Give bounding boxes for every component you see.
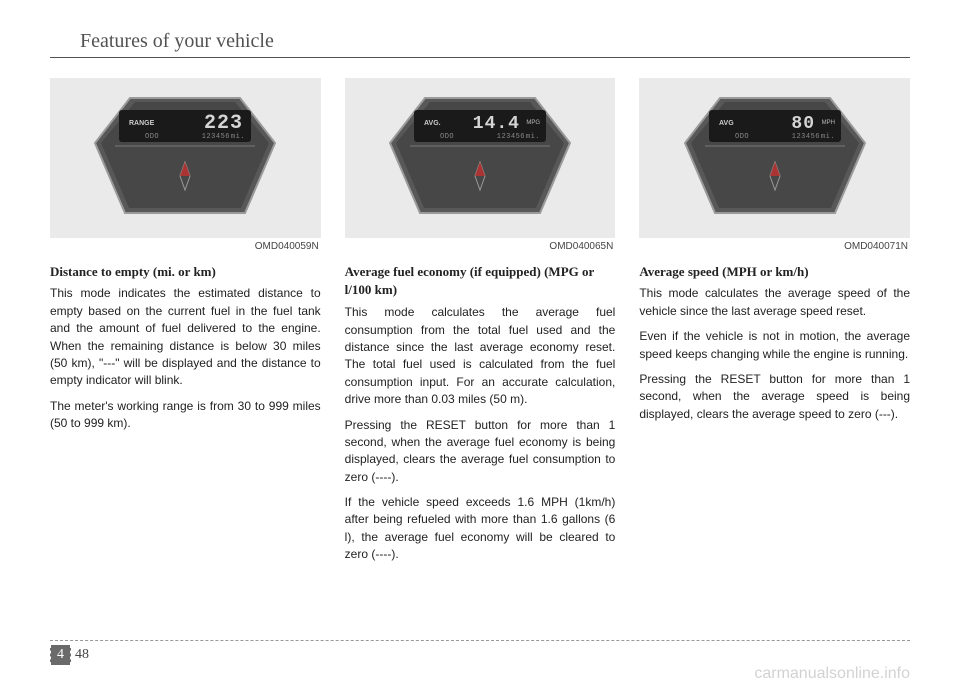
gauge-odo-value: 123456 (202, 133, 230, 141)
paragraph: Even if the vehicle is not in motion, th… (639, 328, 910, 363)
paragraph: This mode calculates the average speed o… (639, 285, 910, 320)
gauge-odo-unit: mi. (526, 133, 540, 141)
gauge-label: AVG (719, 120, 734, 127)
paragraph: Pressing the RESET button for more than … (639, 371, 910, 423)
paragraph: This mode indicates the estimated distan… (50, 285, 321, 389)
gauge-image-avg-economy: AVG. 14.4 MPG ODO 123456 mi. (345, 78, 616, 238)
gauge-caption: OMD040065N (345, 240, 616, 255)
section-title: Distance to empty (mi. or km) (50, 263, 321, 282)
gauge-svg: AVG 80 MPH ODO 123456 mi. (675, 88, 875, 228)
paragraph: This mode calculates the average fuel co… (345, 304, 616, 408)
gauge-odo-unit: mi. (231, 133, 245, 141)
section-title: Average speed (MPH or km/h) (639, 263, 910, 282)
column-3: AVG 80 MPH ODO 123456 mi. OMD040071N Ave… (639, 78, 910, 572)
gauge-unit: MPH (821, 120, 834, 126)
gauge-main-value: 14.4 (473, 114, 520, 134)
gauge-caption: OMD040059N (50, 240, 321, 255)
gauge-odo-unit: mi. (821, 133, 835, 141)
gauge-label: AVG. (424, 120, 441, 127)
column-2: AVG. 14.4 MPG ODO 123456 mi. OMD040065N … (345, 78, 616, 572)
footer-section-number: 4 (50, 645, 71, 665)
gauge-image-range: RANGE 223 ODO 123456 mi. (50, 78, 321, 238)
gauge-label: RANGE (129, 120, 155, 127)
manual-page: Features of your vehicle RANGE 223 ODO 1… (0, 0, 960, 689)
section-title: Average fuel economy (if equipped) (MPG … (345, 263, 616, 301)
gauge-main-value: 80 (791, 114, 815, 134)
gauge-odo-value: 123456 (497, 133, 525, 141)
gauge-svg: RANGE 223 ODO 123456 mi. (85, 88, 285, 228)
gauge-main-value: 223 (204, 112, 243, 135)
paragraph: The meter's working range is from 30 to … (50, 398, 321, 433)
gauge-svg: AVG. 14.4 MPG ODO 123456 mi. (380, 88, 580, 228)
gauge-odo-label: ODO (145, 133, 159, 141)
page-title: Features of your vehicle (50, 30, 910, 58)
gauge-unit: MPG (526, 120, 540, 126)
paragraph: If the vehicle speed exceeds 1.6 MPH (1k… (345, 494, 616, 564)
column-1: RANGE 223 ODO 123456 mi. OMD040059N Dist… (50, 78, 321, 572)
gauge-caption: OMD040071N (639, 240, 910, 255)
gauge-odo-value: 123456 (791, 133, 819, 141)
gauge-odo-label: ODO (440, 133, 454, 141)
content-columns: RANGE 223 ODO 123456 mi. OMD040059N Dist… (50, 78, 910, 572)
gauge-image-avg-speed: AVG 80 MPH ODO 123456 mi. (639, 78, 910, 238)
page-footer: 4 48 (50, 640, 910, 665)
paragraph: Pressing the RESET button for more than … (345, 417, 616, 487)
gauge-odo-label: ODO (735, 133, 749, 141)
footer-page-number: 48 (75, 647, 89, 663)
watermark-text: carmanualsonline.info (754, 665, 910, 683)
